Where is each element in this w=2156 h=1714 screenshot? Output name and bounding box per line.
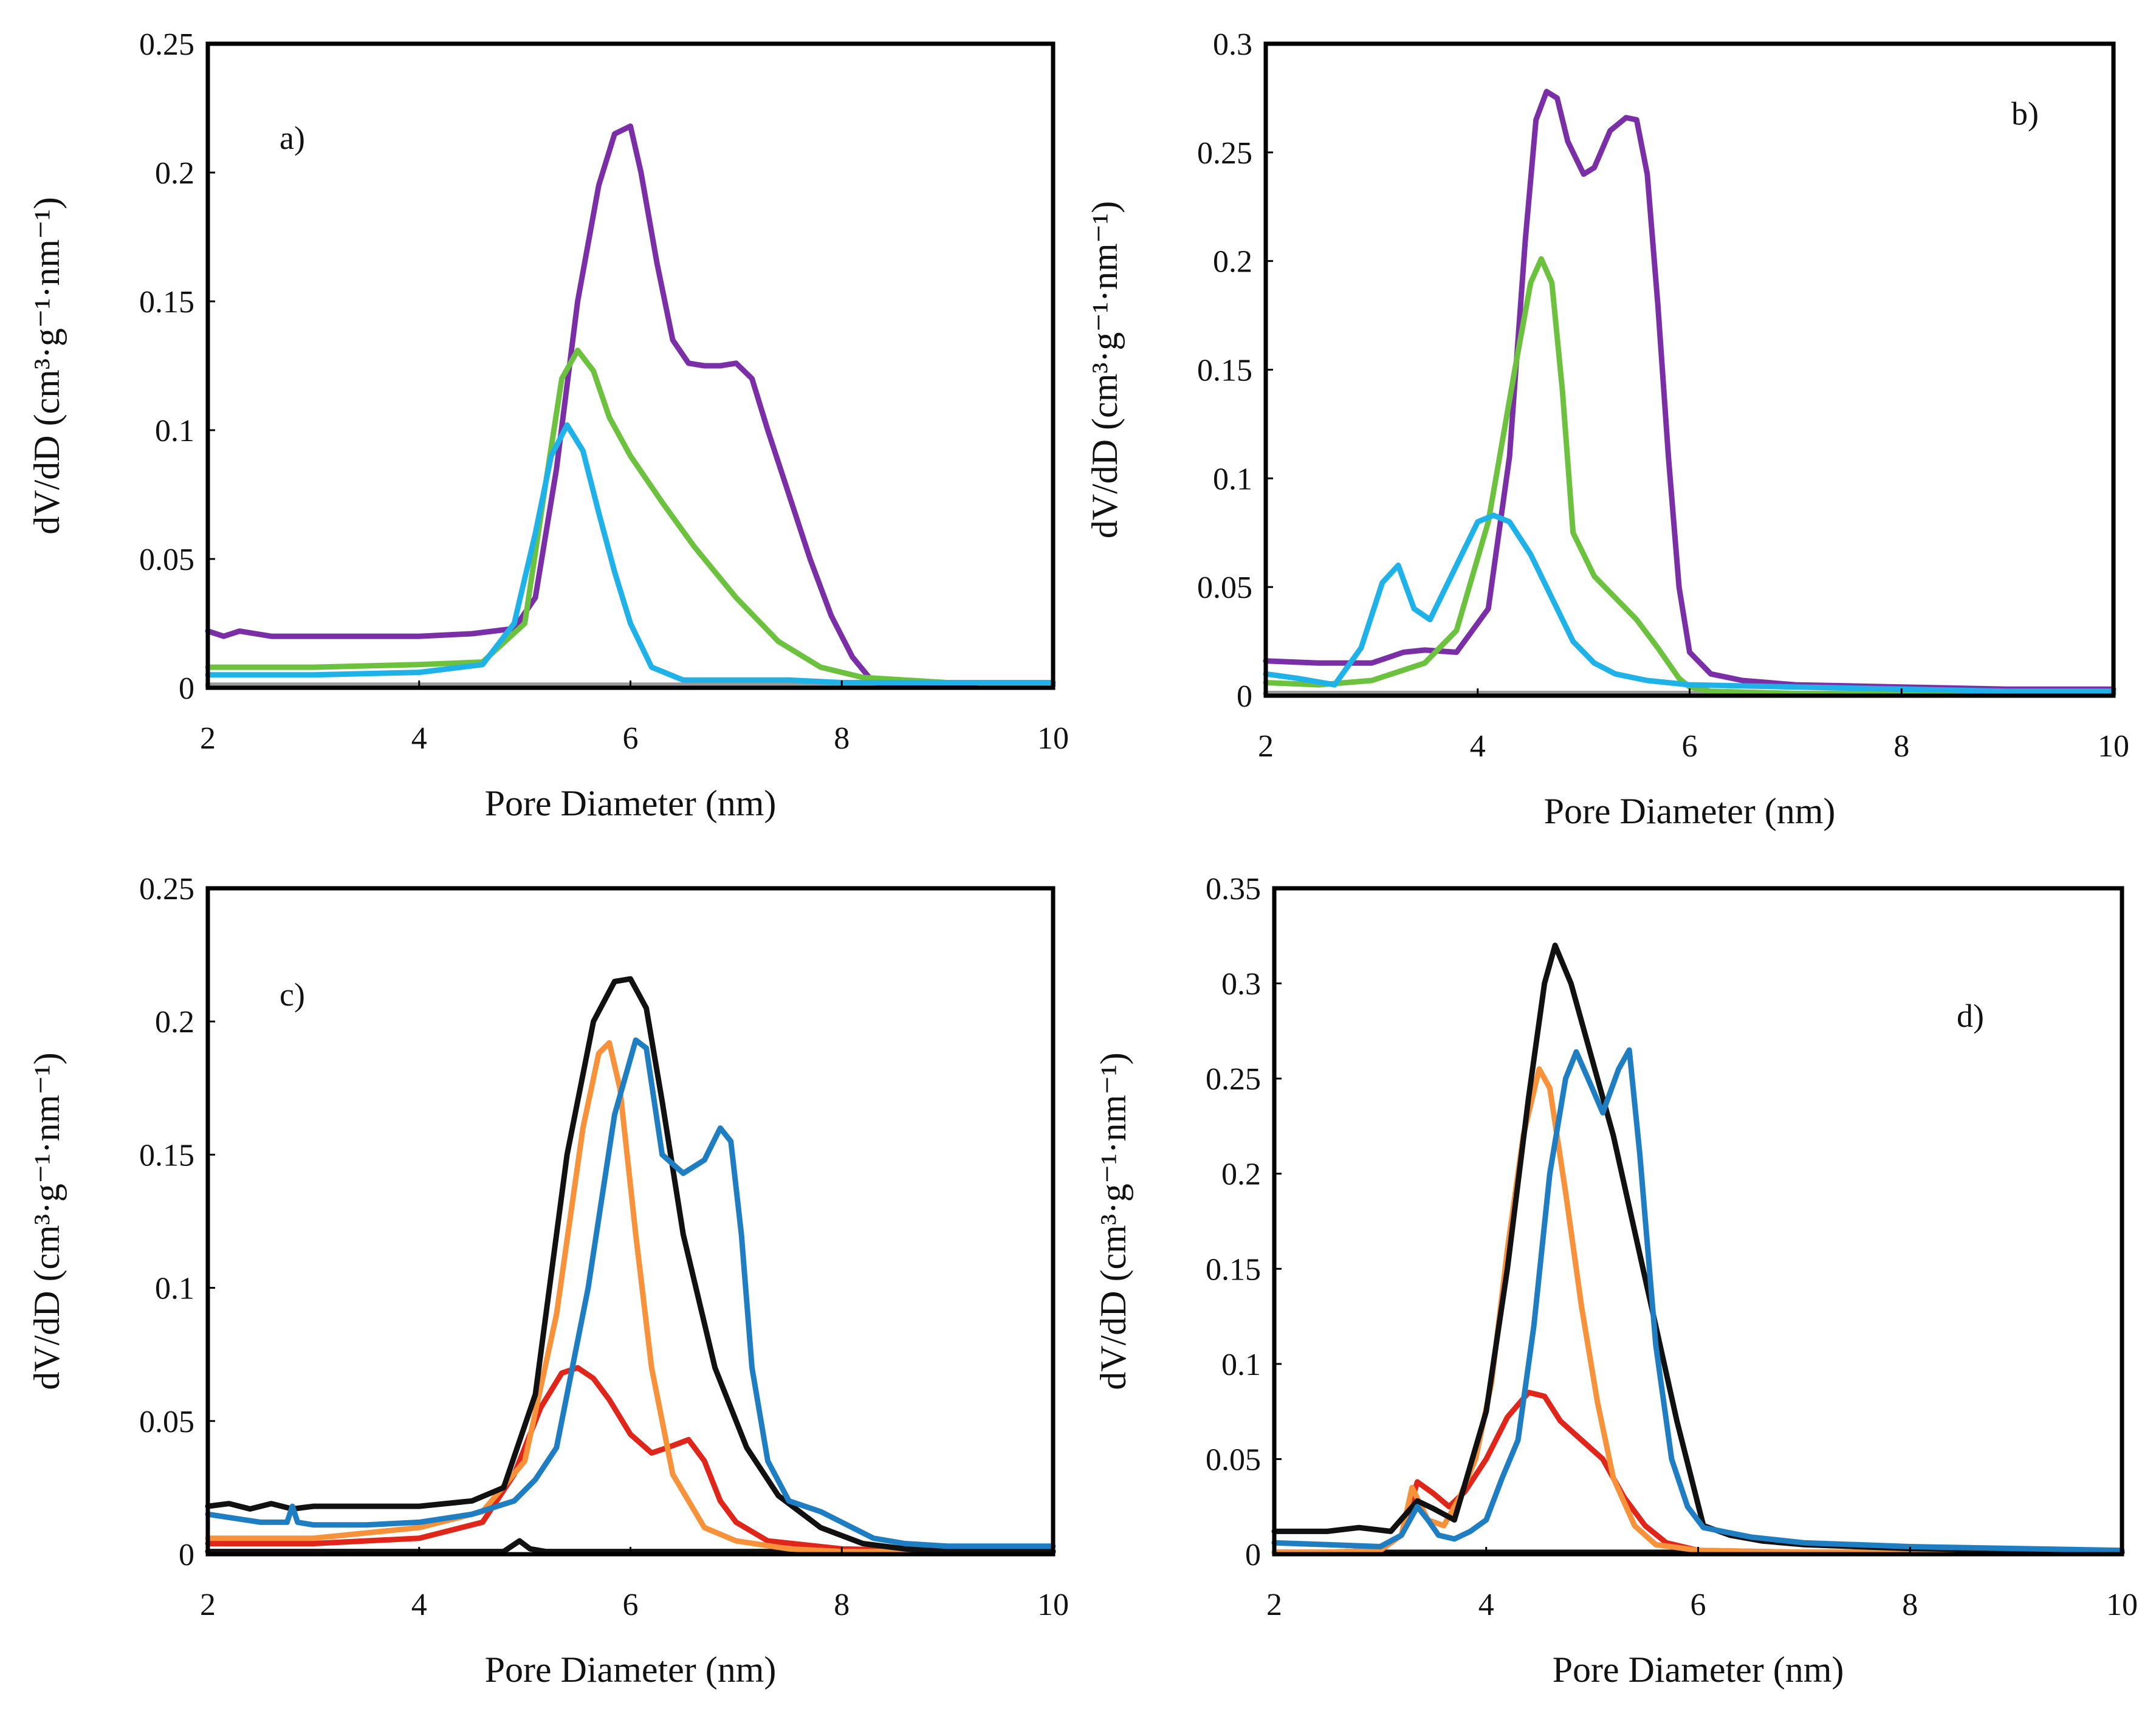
x-tick-label: 4 <box>1470 729 1486 764</box>
panel-d: 2 4 6 8 10 0 0.05 0.1 0.15 0.2 0.25 0.3 0.35 Pore Dia… <box>1093 872 2138 1690</box>
x-axis-label: Pore Diameter (nm) <box>485 783 777 823</box>
y-tick-label: 0.25 <box>139 872 194 907</box>
series-line-orange <box>205 1040 1056 1555</box>
y-tick-label: 0 <box>179 1538 194 1572</box>
x-tick-label: 8 <box>834 1588 850 1622</box>
y-tick-label: 0.1 <box>1213 462 1252 496</box>
y-tick-label: 0.2 <box>155 1005 194 1040</box>
y-tick-label: 0.2 <box>1221 1157 1261 1192</box>
y-tick-label: 0 <box>179 671 194 706</box>
y-axis-label: dV/dD (cm³·g⁻¹·nm⁻¹) <box>27 197 67 535</box>
series-line-black <box>1271 942 2125 1555</box>
series-line-orange <box>1271 1066 2125 1555</box>
y-axis-label: dV/dD (cm³·g⁻¹·nm⁻¹) <box>1085 201 1125 539</box>
x-tick-label: 4 <box>1478 1588 1494 1622</box>
panel-label: b) <box>2011 95 2039 132</box>
series-line-cyan <box>1263 512 2117 694</box>
panel-c: 2 4 6 8 10 0 0.05 0.1 0.15 0.2 0.25 Pore Diameter (… <box>27 872 1069 1690</box>
x-tick-label: 4 <box>411 1588 427 1622</box>
x-tick-label: 8 <box>1902 1588 1918 1622</box>
x-tick-label: 8 <box>1893 729 1909 764</box>
panel-a: 2 4 6 8 10 0 0.05 0.1 0.15 0.2 0.25 Pore Diameter (… <box>27 27 1069 823</box>
series-line-blue <box>1271 1047 2125 1554</box>
series-line-green <box>1263 256 2117 696</box>
y-tick-label: 0.35 <box>1206 872 1261 907</box>
series-line-purple <box>205 123 1056 688</box>
y-tick-label: 0.1 <box>155 1272 194 1306</box>
x-axis-label: Pore Diameter (nm) <box>1544 791 1836 831</box>
panel-label: c) <box>280 976 305 1013</box>
y-tick-label: 0 <box>1245 1538 1261 1572</box>
y-tick-label: 0.2 <box>155 156 194 191</box>
y-tick-label: 0.15 <box>139 1138 194 1173</box>
y-tick-label: 0 <box>1237 679 1252 714</box>
y-tick-label: 0.15 <box>139 285 194 320</box>
x-tick-label: 6 <box>1682 729 1698 764</box>
y-tick-label: 0.15 <box>1206 1252 1261 1287</box>
x-tick-label: 10 <box>1037 1588 1069 1622</box>
x-tick-label: 2 <box>1258 729 1274 764</box>
x-tick-label: 4 <box>411 721 427 756</box>
y-tick-label: 0.3 <box>1213 27 1252 62</box>
x-tick-label: 6 <box>1691 1588 1706 1622</box>
plot-frame <box>1263 41 2116 698</box>
y-tick-label: 0.2 <box>1213 245 1252 279</box>
x-tick-label: 10 <box>1037 721 1069 756</box>
x-tick-label: 6 <box>623 721 639 756</box>
y-tick-label: 0.25 <box>139 27 194 62</box>
y-axis-label: dV/dD (cm³·g⁻¹·nm⁻¹) <box>1093 1052 1133 1390</box>
y-tick-label: 0.1 <box>155 414 194 448</box>
y-tick-label: 0.15 <box>1197 354 1252 388</box>
x-tick-label: 10 <box>2098 729 2129 764</box>
series-line-green <box>205 348 1056 685</box>
y-tick-label: 0.05 <box>1206 1442 1261 1477</box>
plot-frame <box>1272 886 2124 1557</box>
series-line-cyan <box>205 422 1056 685</box>
y-tick-label: 0.25 <box>1206 1062 1261 1097</box>
panel-b: 2 4 6 8 10 0 0.05 0.1 0.15 0.2 0.25 0.3 Pore Diamete… <box>1085 27 2129 831</box>
x-tick-label: 10 <box>2106 1588 2138 1622</box>
panel-label: a) <box>280 120 305 156</box>
y-tick-label: 0.05 <box>139 543 194 577</box>
y-axis-label: dV/dD (cm³·g⁻¹·nm⁻¹) <box>27 1052 67 1390</box>
y-tick-label: 0.25 <box>1197 136 1252 171</box>
x-tick-label: 2 <box>200 721 216 756</box>
y-tick-label: 0.1 <box>1221 1348 1261 1382</box>
plot-frame <box>205 886 1056 1557</box>
x-tick-label: 2 <box>1266 1588 1282 1622</box>
series-line-blue <box>205 1037 1056 1549</box>
y-tick-label: 0.3 <box>1221 967 1261 1002</box>
plot-frame <box>205 41 1056 690</box>
panel-label: d) <box>1957 998 1984 1034</box>
x-tick-label: 8 <box>834 721 850 756</box>
series-line-purple <box>1263 89 2117 692</box>
y-tick-label: 0.05 <box>1197 571 1252 605</box>
x-tick-label: 2 <box>200 1588 216 1622</box>
x-axis-label: Pore Diameter (nm) <box>485 1650 777 1690</box>
y-tick-label: 0.05 <box>139 1405 194 1439</box>
x-axis-label: Pore Diameter (nm) <box>1553 1650 1844 1690</box>
x-tick-label: 6 <box>623 1588 639 1622</box>
